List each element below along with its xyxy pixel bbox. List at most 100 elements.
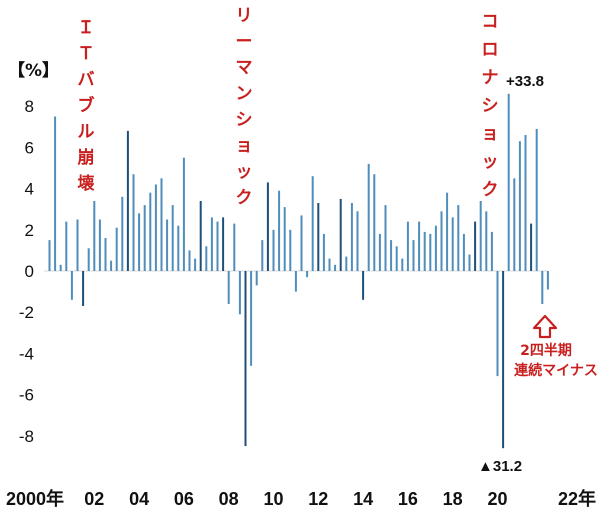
bar [177,225,180,271]
annotation-corona-text: コロナショック [482,12,499,200]
bar [98,219,101,271]
bar [367,163,370,271]
x-tick-label: 22年 [558,488,596,509]
bar [300,215,303,271]
bar [513,178,516,271]
bar [93,201,96,271]
x-tick-label: 06 [174,489,194,509]
bar [384,205,387,271]
bar [110,260,113,271]
bar [238,271,241,315]
bar [462,233,465,271]
bar [418,221,421,271]
y-tick-label: 0 [25,262,34,281]
bar [395,246,398,271]
bar [412,240,415,271]
bar-series [48,93,549,449]
bar [423,231,426,271]
bar [451,217,454,271]
bar [479,201,482,271]
bar [322,233,325,271]
bar [546,271,549,290]
bar [250,271,253,366]
bar [222,217,225,271]
bar [496,271,499,377]
bar [457,205,460,271]
bar [216,221,219,271]
bar [210,217,213,271]
x-tick-label: 12 [308,489,328,509]
x-tick-label: 16 [398,489,418,509]
bar [311,176,314,271]
bar [126,130,129,271]
up-arrow-icon [532,314,558,339]
bar [440,211,443,271]
x-tick-label: 10 [263,489,283,509]
bar [524,135,527,271]
y-tick-label: -4 [19,344,34,363]
y-tick-label: 8 [25,97,34,116]
max-value-label: +33.8 [506,73,544,90]
bar [205,246,208,271]
bar [390,240,393,271]
bar [143,205,146,271]
x-axis-ticks: 2000年 02 04 06 08 10 12 14 16 18 20 22年 [6,488,596,509]
bar [345,256,348,271]
bar [339,198,342,271]
x-tick-label: 08 [219,489,239,509]
bar [490,231,493,271]
bar [474,221,477,271]
bar [434,225,437,271]
annotation-it-bubble: ＩＴバブル崩壊 [78,18,96,194]
bar [188,250,191,271]
annotation-lehman-text: リーマンショック [236,6,253,208]
bar [87,248,90,271]
bar [334,264,337,271]
y-tick-label: 4 [25,180,34,199]
annotation-lehman: リーマンショック [236,6,253,208]
bar [283,207,286,271]
bar [199,201,202,271]
bar [82,271,85,306]
bar [362,271,365,300]
bar [261,240,264,271]
bar [227,271,230,304]
bar [541,271,544,304]
x-tick-label: 18 [443,489,463,509]
bar [233,223,236,271]
bar [356,211,359,271]
bar [255,271,258,286]
y-axis-ticks: -8 -6 -4 -2 0 2 4 6 8 [19,97,34,446]
bar [530,223,533,271]
x-tick-label: 04 [129,489,149,509]
bar [194,258,197,271]
bar [401,258,404,271]
bar [104,238,107,271]
bar [166,219,169,271]
bar [132,174,135,271]
bar [502,271,505,449]
bar [160,178,163,271]
bar [266,182,269,271]
bar [507,93,510,271]
bar [171,205,174,271]
y-tick-label: -6 [19,386,34,405]
bar [272,229,275,271]
bar [406,221,409,271]
y-tick-label: 2 [25,221,34,240]
note-line-2: 連続マイナス [514,362,598,379]
annotation-it-bubble-text: ＩＴバブル崩壊 [78,18,96,194]
bar [350,203,353,271]
bar [317,203,320,271]
bar [154,184,157,271]
y-tick-label: 6 [25,138,34,157]
bar [328,258,331,271]
bar [138,213,141,271]
bar [244,271,247,447]
bar [468,254,471,271]
bar [429,233,432,271]
bar [294,271,297,292]
bar [65,221,68,271]
bar [518,141,521,271]
